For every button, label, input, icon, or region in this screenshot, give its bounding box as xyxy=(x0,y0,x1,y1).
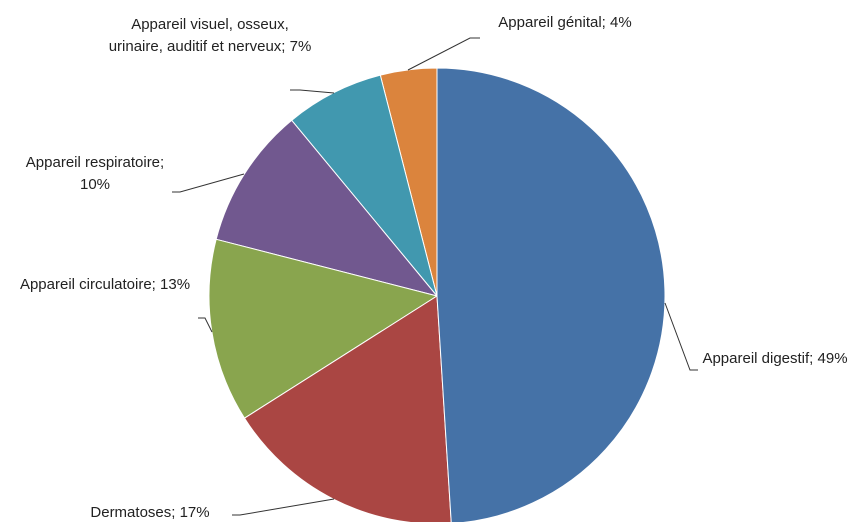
pie-slice xyxy=(215,119,439,297)
pie-slice xyxy=(436,67,666,522)
leader-line xyxy=(290,89,335,94)
data-label: Appareil circulatoire; 13% xyxy=(19,276,191,293)
leader-line xyxy=(172,173,245,193)
data-label: Appareil digestif; 49% xyxy=(702,350,848,367)
leader-line xyxy=(664,302,698,371)
data-label: Appareil visuel, osseux, urinaire, audit… xyxy=(108,16,312,55)
data-label: Appareil génital; 4% xyxy=(498,14,632,31)
leader-line xyxy=(232,498,335,516)
leader-line xyxy=(198,317,213,333)
data-label: Dermatoses; 17% xyxy=(90,504,210,521)
data-label: Appareil respiratoire; 10% xyxy=(25,154,165,193)
leader-line xyxy=(407,37,480,71)
